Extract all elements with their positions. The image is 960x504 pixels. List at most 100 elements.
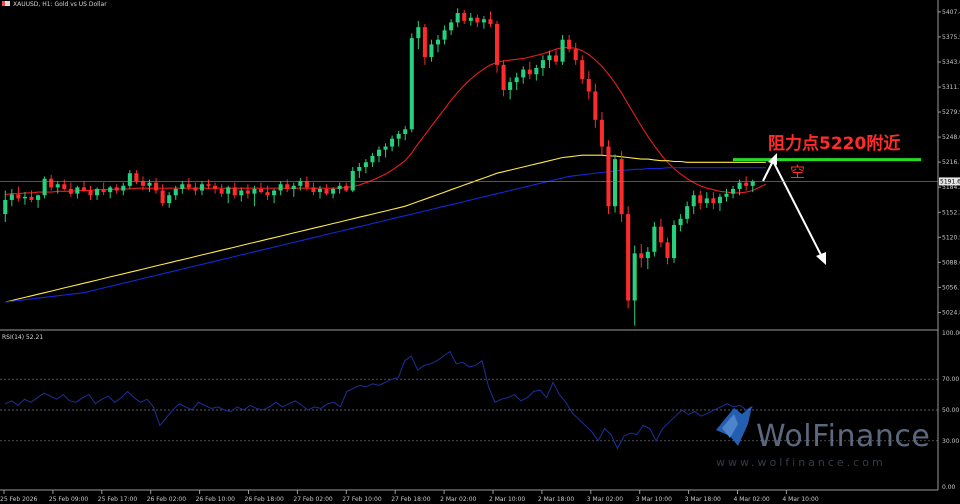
candle[interactable] xyxy=(691,190,696,215)
candle[interactable] xyxy=(613,154,618,213)
candle[interactable] xyxy=(547,50,552,68)
candle[interactable] xyxy=(226,185,231,204)
candle[interactable] xyxy=(521,66,526,84)
candle[interactable] xyxy=(68,182,73,197)
candle[interactable] xyxy=(206,179,211,189)
candle[interactable] xyxy=(540,55,545,76)
candle[interactable] xyxy=(337,182,342,194)
candle[interactable] xyxy=(724,188,729,202)
candle[interactable] xyxy=(29,190,34,203)
candle[interactable] xyxy=(488,11,493,28)
candle[interactable] xyxy=(121,182,126,196)
candle[interactable] xyxy=(632,245,637,326)
candle[interactable] xyxy=(409,33,414,133)
candle[interactable] xyxy=(527,61,532,79)
candle[interactable] xyxy=(553,49,559,65)
candle[interactable] xyxy=(665,237,670,265)
candle[interactable] xyxy=(252,185,257,207)
candle[interactable] xyxy=(16,186,21,202)
candle[interactable] xyxy=(167,192,172,208)
candle[interactable] xyxy=(475,14,480,28)
candle[interactable] xyxy=(81,181,86,193)
candle[interactable] xyxy=(462,9,467,24)
candle[interactable] xyxy=(140,176,145,191)
candle[interactable] xyxy=(455,8,460,28)
candle[interactable] xyxy=(449,19,454,35)
candle[interactable] xyxy=(560,34,565,65)
candle[interactable] xyxy=(514,72,519,90)
candle[interactable] xyxy=(619,151,624,222)
candle[interactable] xyxy=(645,247,650,270)
candle[interactable] xyxy=(311,182,316,196)
candle[interactable] xyxy=(744,176,749,191)
candle[interactable] xyxy=(672,220,677,263)
candle[interactable] xyxy=(239,187,244,202)
candle[interactable] xyxy=(468,12,473,26)
candle[interactable] xyxy=(75,185,80,199)
candle[interactable] xyxy=(586,71,591,100)
candlestick-series[interactable] xyxy=(3,8,755,326)
candle[interactable] xyxy=(199,181,205,196)
candle[interactable] xyxy=(324,184,329,196)
candle[interactable] xyxy=(36,194,41,208)
candle[interactable] xyxy=(350,166,355,193)
candle[interactable] xyxy=(344,182,349,193)
candle[interactable] xyxy=(245,184,250,199)
candle[interactable] xyxy=(390,135,395,152)
candle[interactable] xyxy=(678,214,683,232)
candle[interactable] xyxy=(698,190,703,210)
candle[interactable] xyxy=(317,185,323,199)
candle[interactable] xyxy=(481,16,486,29)
candle[interactable] xyxy=(396,130,401,147)
candle[interactable] xyxy=(508,77,513,100)
candle[interactable] xyxy=(298,177,303,191)
candle[interactable] xyxy=(376,146,382,163)
candle[interactable] xyxy=(606,140,611,215)
candle[interactable] xyxy=(357,163,362,178)
candle[interactable] xyxy=(291,182,296,197)
candle[interactable] xyxy=(3,190,8,222)
candle[interactable] xyxy=(154,177,159,194)
candle[interactable] xyxy=(685,201,690,224)
candle[interactable] xyxy=(88,185,93,200)
candle[interactable] xyxy=(416,20,421,50)
candle[interactable] xyxy=(278,181,283,196)
candle[interactable] xyxy=(422,23,427,65)
candle[interactable] xyxy=(639,243,644,268)
candle[interactable] xyxy=(42,176,47,199)
candle[interactable] xyxy=(711,192,716,210)
candle[interactable] xyxy=(567,34,572,53)
candle[interactable] xyxy=(331,187,336,199)
candle[interactable] xyxy=(265,185,270,200)
candle[interactable] xyxy=(193,182,198,196)
candle[interactable] xyxy=(232,182,237,199)
candle[interactable] xyxy=(737,179,742,196)
candle[interactable] xyxy=(363,159,368,174)
candle[interactable] xyxy=(580,55,585,84)
candle[interactable] xyxy=(383,143,388,158)
candle[interactable] xyxy=(114,184,119,194)
candle[interactable] xyxy=(494,20,500,73)
candle[interactable] xyxy=(370,152,375,167)
candle[interactable] xyxy=(501,60,506,97)
candle[interactable] xyxy=(180,181,185,194)
candle[interactable] xyxy=(717,193,722,211)
candle[interactable] xyxy=(658,218,663,248)
candle[interactable] xyxy=(593,83,598,128)
candle[interactable] xyxy=(534,64,539,81)
candle[interactable] xyxy=(55,181,60,194)
candle[interactable] xyxy=(160,184,165,207)
candle[interactable] xyxy=(731,185,736,199)
candle[interactable] xyxy=(599,111,604,155)
candle[interactable] xyxy=(213,182,218,194)
candle[interactable] xyxy=(304,176,309,191)
candle[interactable] xyxy=(429,39,434,62)
candle[interactable] xyxy=(186,177,191,191)
candle[interactable] xyxy=(173,185,178,200)
candle[interactable] xyxy=(403,126,408,141)
candle[interactable] xyxy=(49,174,54,191)
candle[interactable] xyxy=(704,192,709,208)
candle[interactable] xyxy=(108,185,113,199)
candle[interactable] xyxy=(258,182,264,194)
candle[interactable] xyxy=(134,170,139,185)
